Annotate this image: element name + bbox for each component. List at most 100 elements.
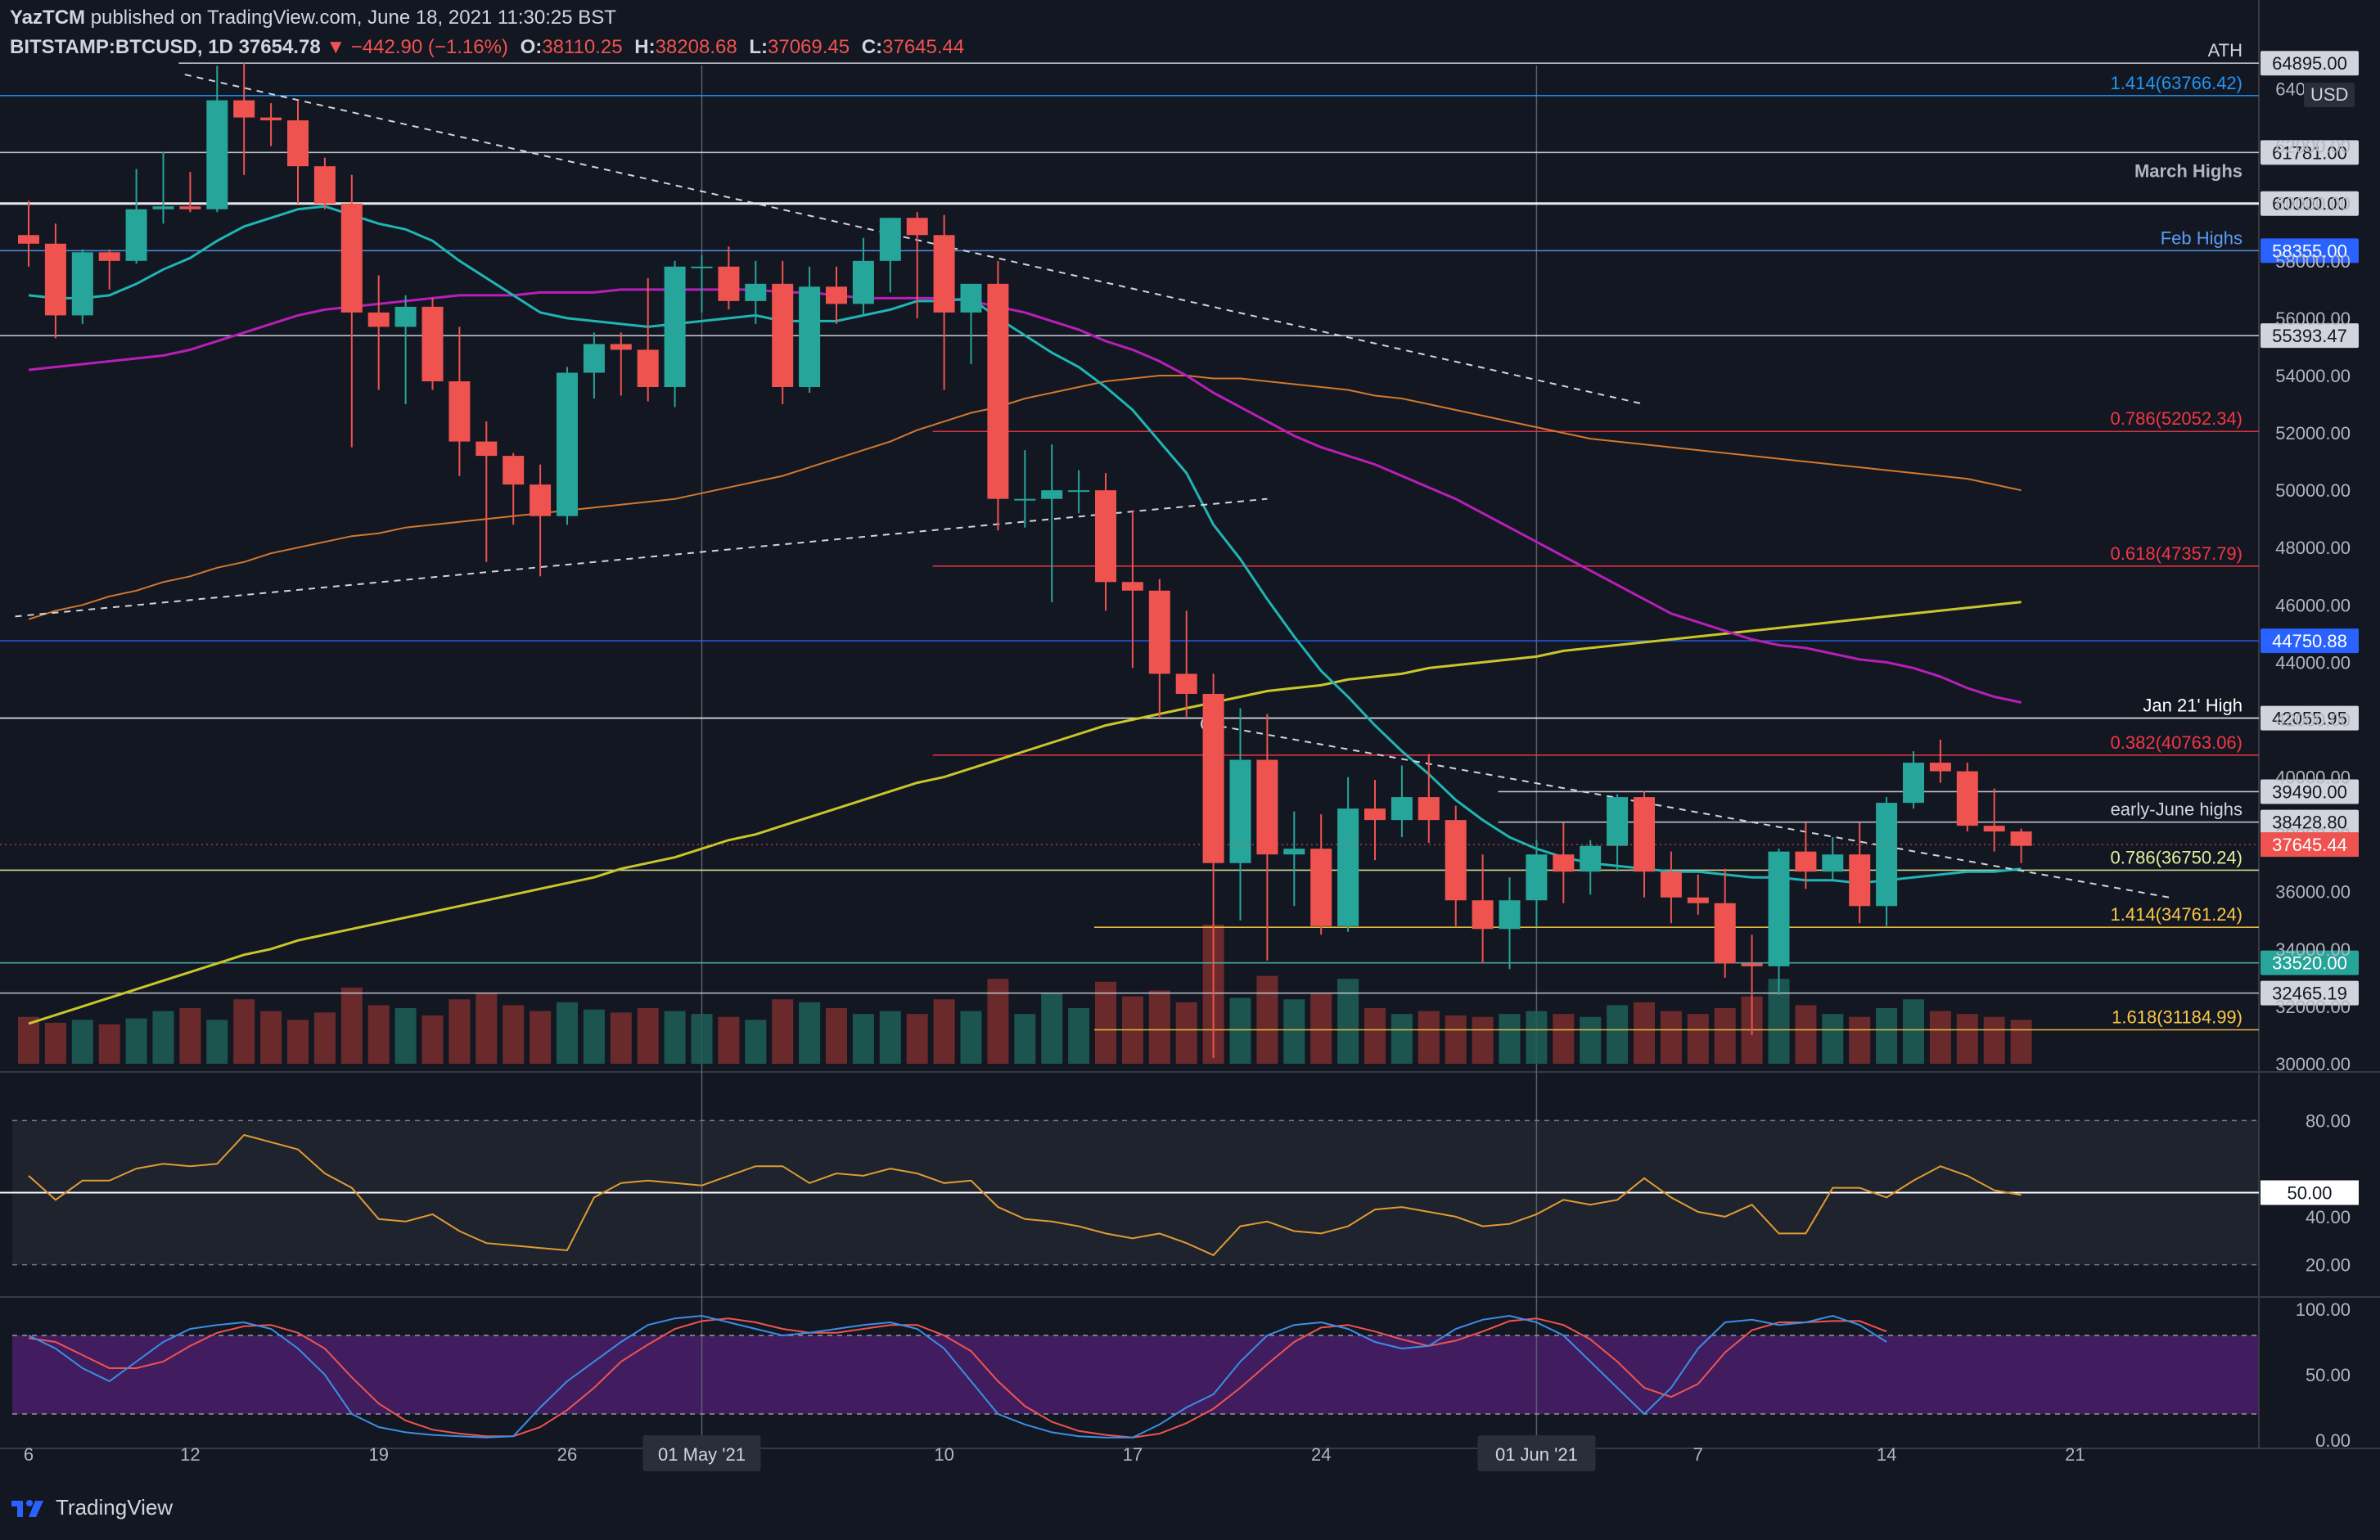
candle-body (1634, 797, 1655, 872)
volume-bar (1849, 1016, 1871, 1064)
price-tick-label: 48000.00 (2275, 538, 2351, 558)
volume-bar (1418, 1011, 1440, 1064)
candle-body (1229, 759, 1251, 863)
volume-bar (1041, 993, 1063, 1064)
price-tick-label: 30000.00 (2275, 1054, 2351, 1074)
level-label: early-June highs (2111, 799, 2243, 820)
level-tag-box (2261, 140, 2359, 165)
candle (1256, 714, 1278, 961)
candle-body (394, 306, 417, 327)
candle (125, 169, 147, 264)
candle (1553, 822, 1575, 903)
candle (1768, 849, 1790, 995)
volume-bar (2010, 1020, 2032, 1064)
volume-bar (1580, 1016, 1602, 1064)
symbol-label[interactable]: BITSTAMP:BTCUSD, 1D (10, 36, 233, 58)
volume-bar (1229, 997, 1251, 1064)
volume-bar (1876, 1008, 1898, 1064)
candle-body (1849, 854, 1871, 907)
candle-body (1553, 854, 1575, 872)
time-tick-label: 7 (1693, 1444, 1703, 1465)
volume-bar (557, 1002, 578, 1064)
volume-bar (1014, 1014, 1036, 1064)
candle (906, 212, 928, 318)
price-tick-label: 34000.00 (2275, 939, 2351, 960)
close-value: 37645.44 (882, 36, 965, 58)
candle (1418, 754, 1440, 844)
stoch-d-line (28, 1317, 1887, 1439)
last-price: 37654.78 (238, 36, 321, 58)
candle-body (1310, 849, 1332, 926)
candle (987, 260, 1009, 531)
volume-bar (1283, 999, 1305, 1064)
volume-bar (1956, 1014, 1978, 1064)
candle-body (1068, 490, 1090, 493)
volume-bar (394, 1008, 417, 1064)
candle-body (179, 206, 201, 209)
level-label: ATH (2208, 40, 2243, 61)
candle-body (1768, 851, 1790, 966)
candle-body (1741, 963, 1763, 966)
volume-bar (906, 1014, 928, 1064)
level-tag: 39490.00 (2261, 779, 2359, 804)
candle (340, 174, 363, 448)
time-tick-label: 19 (368, 1444, 388, 1465)
stoch-tick-label: 50.00 (2306, 1365, 2351, 1385)
level-label: 0.786(36750.24) (2111, 847, 2243, 867)
time-tick-box: 01 May '21 (642, 1435, 761, 1471)
price-tick-label: 50000.00 (2275, 480, 2351, 501)
time-tick-label: 01 Jun '21 (1495, 1444, 1578, 1465)
sma100-line (28, 375, 2022, 620)
candle-body (1445, 820, 1467, 901)
volume-bar (933, 999, 955, 1064)
volume-bar (340, 987, 363, 1064)
level-tag-box (2261, 809, 2359, 835)
candle (583, 332, 605, 399)
time-tick-label: 12 (180, 1444, 200, 1465)
candle (1660, 851, 1682, 924)
volume-bar (1148, 990, 1170, 1064)
candle-body (367, 312, 390, 327)
candle (152, 151, 174, 224)
candle-body (1714, 903, 1736, 964)
volume-bar (125, 1018, 147, 1064)
volume-bar (852, 1014, 874, 1064)
author-name[interactable]: YazTCM (10, 7, 86, 29)
candle-body (1337, 808, 1359, 926)
volume-bar (1634, 1002, 1655, 1064)
volume-bar (1929, 1011, 1951, 1064)
level-tag-box (2261, 51, 2359, 76)
volume-bar (799, 1002, 821, 1064)
volume-bar (960, 1011, 982, 1064)
candle (718, 246, 740, 310)
sma200-line (28, 601, 2022, 1025)
candle-body (960, 283, 982, 313)
candle-body (799, 286, 821, 388)
level-tag-text: 39490.00 (2272, 781, 2347, 802)
open-value: 38110.25 (542, 36, 623, 58)
level-label: 1.618(31184.99) (2112, 1007, 2243, 1028)
volume-bar (1660, 1011, 1682, 1064)
rsi-tick-label: 80.00 (2306, 1110, 2351, 1131)
candle (664, 260, 686, 408)
level-label: 0.382(40763.06) (2111, 732, 2243, 753)
candle (1795, 822, 1817, 889)
stoch-k-line (28, 1314, 1887, 1439)
level-label: 0.786(52052.34) (2111, 408, 2243, 429)
candle (1929, 740, 1951, 783)
candle-body (906, 218, 928, 236)
level-tag-box (2261, 950, 2359, 975)
tradingview-brand[interactable]: TradingView (10, 1494, 173, 1520)
price-tick-label: 52000.00 (2275, 423, 2351, 444)
volume-bar (260, 1011, 282, 1064)
volume-bar (179, 1008, 201, 1064)
candle-body (476, 441, 498, 457)
candle-body (637, 349, 659, 388)
candle (933, 214, 955, 390)
candle (287, 100, 309, 204)
candle-body (557, 372, 578, 516)
stoch-tick-label: 0.00 (2315, 1430, 2351, 1451)
tradingview-logo-icon (11, 1500, 43, 1517)
